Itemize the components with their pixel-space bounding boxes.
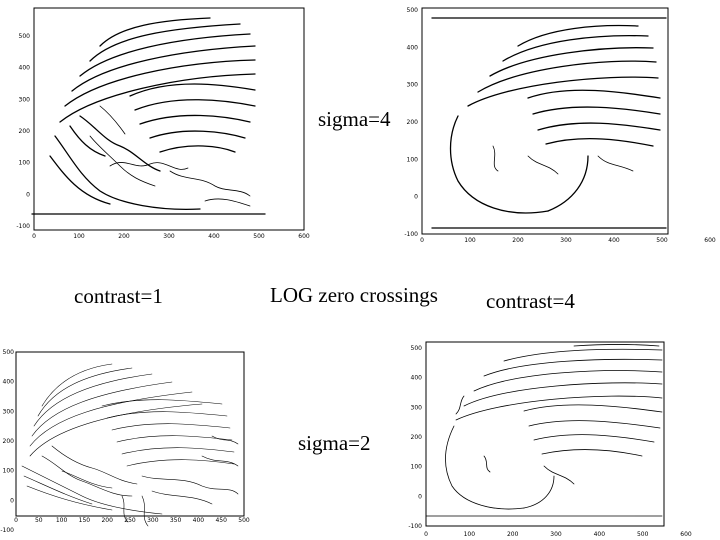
- x-tick-label: 200: [512, 237, 524, 244]
- x-tick-label: 150: [79, 517, 91, 524]
- x-tick-label: 500: [238, 517, 250, 524]
- x-tick-label: 200: [507, 531, 519, 538]
- plot-sigma4-contrast4: 500 400 300 200 100 0 -100 0 100 200 300 400 500 600: [398, 6, 716, 244]
- y-tick-label: 0: [418, 493, 422, 500]
- x-tick-label: 100: [464, 237, 476, 244]
- x-tick-label: 500: [637, 531, 649, 538]
- caption-contrast-1: contrast=1: [74, 284, 163, 308]
- x-tick-label: 500: [253, 233, 265, 240]
- y-tick-label: 500: [19, 33, 31, 40]
- x-tick-label: 50: [35, 517, 43, 524]
- x-tick-label: 450: [215, 517, 227, 524]
- y-tick-label: -100: [404, 231, 418, 238]
- edge-contours: [431, 17, 667, 229]
- plot-sigma4-contrast1: 500 400 300 200 100 0 -100 0 100 200 300 400 500 600: [10, 6, 310, 241]
- x-tick-label: 400: [608, 237, 620, 244]
- y-tick-label: 100: [411, 464, 423, 471]
- x-tick-label: 400: [594, 531, 606, 538]
- edge-contours: [21, 363, 239, 527]
- y-tick-label: 500: [3, 349, 15, 356]
- x-tick-label: 400: [193, 517, 205, 524]
- y-tick-label: 100: [3, 468, 15, 475]
- x-tick-label: 300: [550, 531, 562, 538]
- caption-sigma-2: sigma=2: [298, 431, 371, 455]
- plot-frame: [421, 7, 669, 235]
- caption-contrast-4: contrast=4: [486, 289, 575, 313]
- plot-frame: [33, 7, 305, 231]
- edge-contours: [31, 17, 266, 215]
- y-tick-label: 400: [411, 375, 423, 382]
- y-tick-label: 200: [407, 119, 419, 126]
- y-tick-label: 400: [19, 65, 31, 72]
- x-tick-label: 0: [32, 233, 36, 240]
- y-tick-label: 100: [407, 156, 419, 163]
- x-tick-label: 600: [298, 233, 310, 240]
- plot-frame: [15, 351, 245, 517]
- y-tick-label: 200: [3, 438, 15, 445]
- y-tick-label: -100: [408, 523, 422, 530]
- y-tick-label: 300: [3, 408, 15, 415]
- y-tick-label: 400: [3, 379, 15, 386]
- caption-log-zero-crossings: LOG zero crossings: [270, 283, 438, 307]
- x-tick-label: 0: [14, 517, 18, 524]
- x-tick-label: 100: [464, 531, 476, 538]
- x-tick-label: 250: [124, 517, 136, 524]
- x-tick-label: 200: [101, 517, 113, 524]
- plot-frame: [425, 341, 665, 527]
- y-tick-label: 500: [411, 345, 423, 352]
- y-tick-label: 0: [26, 191, 30, 198]
- x-tick-label: 300: [560, 237, 572, 244]
- x-tick-label: 100: [56, 517, 68, 524]
- x-tick-label: 0: [420, 237, 424, 244]
- x-tick-label: 500: [656, 237, 668, 244]
- x-tick-label: 350: [170, 517, 182, 524]
- plot-sigma2-contrast4: 500 400 300 200 100 0 -100 0 100 200 300 400 500 600: [404, 336, 704, 540]
- y-tick-label: 0: [10, 497, 14, 504]
- x-tick-label: 300: [147, 517, 159, 524]
- x-tick-label: 400: [208, 233, 220, 240]
- y-tick-label: 300: [19, 96, 31, 103]
- x-tick-label: 0: [424, 531, 428, 538]
- y-tick-label: 200: [411, 434, 423, 441]
- y-tick-label: -100: [0, 527, 14, 534]
- x-tick-label: 200: [118, 233, 130, 240]
- y-tick-label: 300: [411, 404, 423, 411]
- y-tick-label: 500: [407, 7, 419, 14]
- y-tick-label: 400: [407, 44, 419, 51]
- plot-sigma2-contrast1: 500 400 300 200 100 0 -100 0 50 100 150 200 250 300 3…: [0, 346, 252, 540]
- x-tick-label: 600: [704, 237, 716, 244]
- y-tick-label: 300: [407, 82, 419, 89]
- y-tick-label: 200: [19, 128, 31, 135]
- y-tick-label: 100: [19, 160, 31, 167]
- y-tick-label: 0: [414, 194, 418, 201]
- x-tick-label: 600: [680, 531, 692, 538]
- y-tick-label: -100: [16, 223, 30, 230]
- x-tick-label: 100: [73, 233, 85, 240]
- edge-contours: [425, 344, 663, 517]
- caption-sigma-4: sigma=4: [318, 107, 391, 131]
- x-tick-label: 300: [163, 233, 175, 240]
